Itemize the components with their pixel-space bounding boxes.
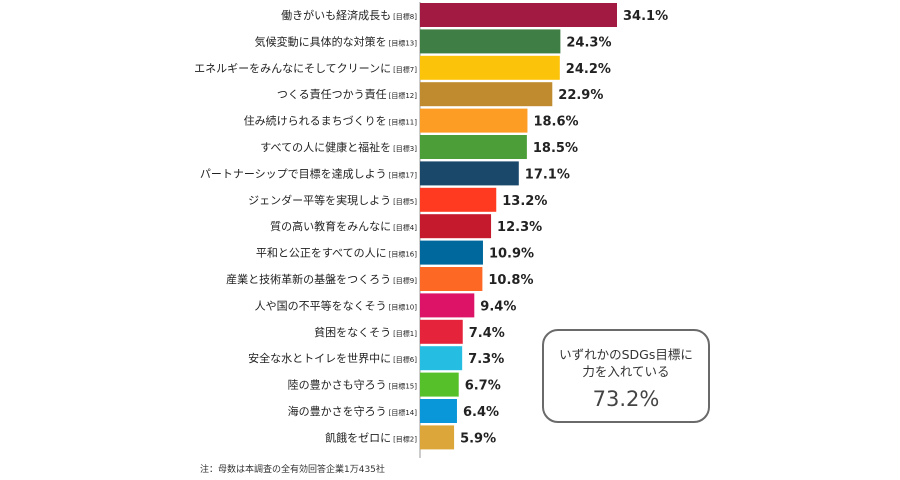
category-name: 安全な水とトイレを世界中に bbox=[248, 351, 391, 365]
category-tag: [目標9] bbox=[393, 276, 417, 285]
value-label: 13.2% bbox=[502, 194, 547, 209]
bar bbox=[420, 187, 497, 212]
category-label: ジェンダー平等を実現しよう [目標5] bbox=[248, 193, 417, 207]
category-name: 平和と公正をすべての人に bbox=[256, 247, 387, 260]
category-label: エネルギーをみんなにそしてクリーンに [目標7] bbox=[194, 62, 417, 75]
category-tag: [目標6] bbox=[393, 355, 417, 364]
value-label: 10.9% bbox=[489, 247, 534, 262]
summary-text: いずれかのSDGs目標に力を入れている bbox=[559, 347, 693, 379]
bar bbox=[420, 29, 561, 54]
bar bbox=[420, 267, 483, 291]
category-tag: [目標13] bbox=[389, 38, 418, 47]
category-tag: [目標11] bbox=[389, 118, 418, 127]
value-label: 18.6% bbox=[533, 115, 578, 130]
value-label: 18.5% bbox=[533, 141, 578, 156]
bar bbox=[420, 399, 457, 423]
category-name: 産業と技術革新の基盤をつくろう bbox=[226, 272, 391, 286]
category-name: 貧困をなくそう bbox=[314, 326, 391, 339]
category-label: 人や国の不平等をなくそう [目標10] bbox=[255, 298, 418, 312]
category-label: 質の高い教育をみんなに [目標4] bbox=[270, 219, 417, 233]
category-label: 飢餓をゼロに [目標2] bbox=[325, 430, 417, 444]
category-name: 人や国の不平等をなくそう bbox=[255, 298, 387, 312]
category-tag: [目標2] bbox=[393, 434, 417, 443]
category-tag: [目標1] bbox=[393, 329, 417, 338]
bar bbox=[420, 55, 560, 80]
bar bbox=[420, 346, 463, 371]
category-name: すべての人に健康と福祉を bbox=[260, 140, 391, 154]
value-label: 10.8% bbox=[488, 273, 533, 288]
value-label: 22.9% bbox=[558, 88, 603, 103]
bar bbox=[420, 293, 475, 318]
value-label: 6.4% bbox=[463, 405, 499, 420]
category-name: 質の高い教育をみんなに bbox=[270, 219, 391, 233]
bar bbox=[420, 82, 553, 107]
category-label: つくる責任つかう責任 [目標12] bbox=[277, 87, 417, 101]
bar bbox=[420, 240, 483, 265]
category-name: つくる責任つかう責任 bbox=[277, 87, 387, 101]
value-label: 12.3% bbox=[497, 220, 542, 235]
category-label: 海の豊かさを守ろう [目標14] bbox=[288, 404, 418, 418]
category-label: 安全な水とトイレを世界中に [目標6] bbox=[248, 351, 417, 365]
category-tag: [目標5] bbox=[393, 197, 417, 206]
category-label: パートナーシップで目標を達成しよう [目標17] bbox=[200, 166, 417, 180]
summary-value: 73.2% bbox=[592, 387, 660, 411]
category-name: 気候変動に具体的な対策を bbox=[255, 34, 387, 48]
bars-group bbox=[420, 3, 617, 450]
value-label: 6.7% bbox=[465, 379, 501, 394]
category-name: パートナーシップで目標を達成しよう bbox=[200, 166, 387, 180]
category-tag: [目標15] bbox=[389, 382, 418, 391]
bar bbox=[420, 108, 528, 133]
value-label: 34.1% bbox=[623, 9, 668, 24]
bar bbox=[420, 425, 455, 450]
value-labels: 34.1% 24.3% 24.2% 22.9% 18.6% 18.5% 17.1% 13.2%… bbox=[460, 9, 668, 446]
category-tag: [目標8] bbox=[393, 12, 417, 21]
value-label: 5.9% bbox=[460, 431, 496, 446]
category-label: 気候変動に具体的な対策を [目標13] bbox=[255, 34, 418, 48]
category-label: すべての人に健康と福祉を [目標3] bbox=[260, 140, 417, 154]
category-label: 貧困をなくそう [目標1] bbox=[314, 326, 417, 339]
category-name: 働きがいも経済成長も bbox=[281, 8, 391, 22]
category-name: エネルギーをみんなにそしてクリーンに bbox=[194, 62, 391, 75]
value-label: 24.2% bbox=[566, 62, 611, 77]
value-label: 17.1% bbox=[525, 167, 570, 182]
bar bbox=[420, 319, 463, 344]
value-label: 7.3% bbox=[468, 352, 504, 367]
bar bbox=[420, 161, 519, 186]
category-label: 住み続けられるまちづくりを [目標11] bbox=[244, 114, 418, 128]
bar bbox=[420, 214, 492, 239]
category-name: 住み続けられるまちづくりを bbox=[244, 114, 387, 128]
category-tag: [目標10] bbox=[389, 302, 418, 311]
category-label: 産業と技術革新の基盤をつくろう [目標9] bbox=[226, 272, 417, 286]
category-tag: [目標14] bbox=[389, 408, 418, 417]
value-label: 9.4% bbox=[480, 299, 516, 314]
value-label: 24.3% bbox=[566, 35, 611, 50]
category-label: 陸の豊かさも守ろう [目標15] bbox=[288, 378, 418, 392]
value-label: 7.4% bbox=[469, 326, 505, 341]
category-tag: [目標4] bbox=[393, 223, 417, 232]
footnote: 注：母数は本調査の全有効回答企業1万435社 bbox=[200, 465, 385, 475]
category-name: 陸の豊かさも守ろう bbox=[288, 378, 387, 392]
summary-box: いずれかのSDGs目標に力を入れている 73.2% bbox=[542, 329, 710, 423]
category-tag: [目標3] bbox=[393, 144, 417, 153]
category-tag: [目標16] bbox=[389, 250, 418, 259]
category-tag: [目標17] bbox=[389, 170, 418, 179]
category-name: ジェンダー平等を実現しよう bbox=[248, 193, 391, 207]
category-tag: [目標12] bbox=[389, 91, 418, 100]
category-tag: [目標7] bbox=[393, 65, 417, 74]
category-name: 海の豊かさを守ろう bbox=[288, 404, 387, 418]
category-label: 働きがいも経済成長も [目標8] bbox=[281, 8, 417, 22]
category-name: 飢餓をゼロに bbox=[325, 430, 391, 444]
bar bbox=[420, 372, 459, 397]
bar bbox=[420, 135, 527, 159]
category-label: 平和と公正をすべての人に [目標16] bbox=[256, 247, 417, 260]
category-labels: 働きがいも経済成長も [目標8] 気候変動に具体的な対策を [目標13] エネルギーをみ… bbox=[194, 8, 417, 444]
bar bbox=[420, 3, 617, 27]
